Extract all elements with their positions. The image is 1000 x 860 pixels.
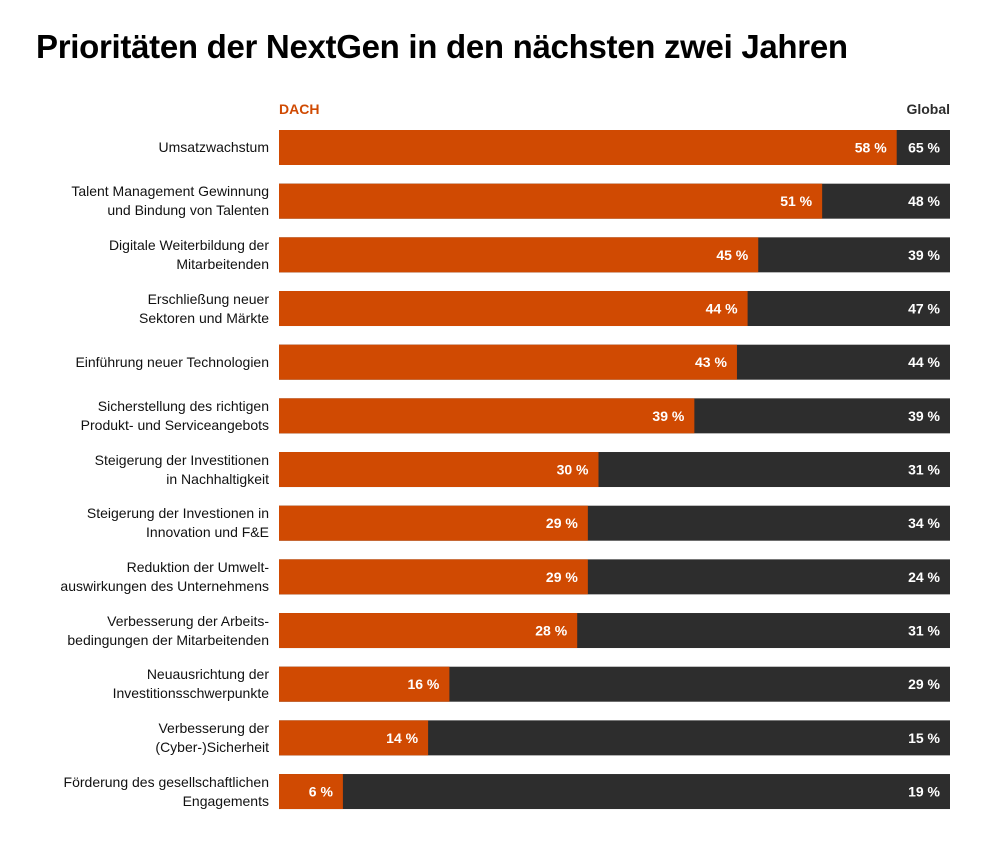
bar-dach: [279, 720, 429, 756]
category-label: Verbesserung der Arbeits- bedingungen de…: [67, 612, 269, 648]
data-label-global: 47 %: [908, 301, 940, 317]
category-label: Talent Management Gewinnung und Bindung …: [71, 183, 269, 219]
data-label-global: 24 %: [908, 569, 940, 585]
data-label-dach: 51 %: [780, 193, 812, 209]
data-label-dach: 43 %: [695, 354, 727, 370]
data-label-dach: 6 %: [309, 784, 334, 800]
bar-global: [279, 774, 950, 810]
category-label: Umsatzwachstum: [158, 139, 269, 155]
data-label-global: 31 %: [908, 462, 940, 478]
bar-dach: [279, 452, 599, 488]
bar-dach: [279, 398, 695, 434]
category-label: Digitale Weiterbildung der Mitarbeitende…: [108, 236, 269, 272]
data-label-global: 19 %: [908, 784, 940, 800]
category-label: Verbesserung der (Cyber-)Sicherheit: [155, 719, 269, 755]
data-label-dach: 58 %: [855, 140, 887, 156]
bar-dach: [279, 344, 737, 380]
bar-dach: [279, 559, 588, 595]
category-label: Sicherstellung des richtigen Produkt- un…: [80, 397, 269, 433]
bar-dach: [279, 666, 450, 702]
bar-dach: [279, 183, 823, 219]
data-label-dach: 28 %: [535, 623, 567, 639]
bar-dach: [279, 291, 748, 327]
bar-dach: [279, 130, 897, 165]
data-label-global: 65 %: [908, 140, 940, 156]
data-label-global: 39 %: [908, 408, 940, 424]
category-label: Neuausrichtung der Investitionsschwerpun…: [112, 666, 269, 702]
data-label-global: 15 %: [908, 730, 940, 746]
data-label-dach: 29 %: [546, 569, 578, 585]
data-label-dach: 16 %: [407, 676, 439, 692]
category-label: Erschließung neuer Sektoren und Märkte: [139, 290, 269, 326]
data-label-dach: 30 %: [557, 462, 589, 478]
data-label-global: 34 %: [908, 515, 940, 531]
data-label-global: 39 %: [908, 247, 940, 263]
category-label: Steigerung der Investitionen in Nachhalt…: [94, 451, 269, 487]
data-label-global: 31 %: [908, 623, 940, 639]
data-label-dach: 44 %: [706, 301, 738, 317]
bar-dach: [279, 613, 578, 649]
bar-dach: [279, 505, 588, 541]
bar-dach: [279, 237, 759, 273]
legend-dach: DACH: [279, 101, 320, 117]
data-label-dach: 39 %: [652, 408, 684, 424]
category-label: Reduktion der Umwelt- auswirkungen des U…: [60, 558, 269, 594]
category-label: Förderung des gesellschaftlichen Engagem…: [63, 773, 269, 809]
category-label: Einführung neuer Technologien: [75, 353, 269, 370]
chart-title: Prioritäten der NextGen in den nächsten …: [36, 28, 848, 65]
category-label: Steigerung der Investionen in Innovation…: [86, 505, 269, 541]
data-label-dach: 14 %: [386, 730, 418, 746]
data-label-global: 44 %: [908, 354, 940, 370]
data-label-dach: 29 %: [546, 515, 578, 531]
data-label-global: 29 %: [908, 676, 940, 692]
data-label-global: 48 %: [908, 193, 940, 209]
bar-dach: [279, 774, 343, 810]
data-label-dach: 45 %: [716, 247, 748, 263]
legend-global: Global: [906, 101, 950, 117]
